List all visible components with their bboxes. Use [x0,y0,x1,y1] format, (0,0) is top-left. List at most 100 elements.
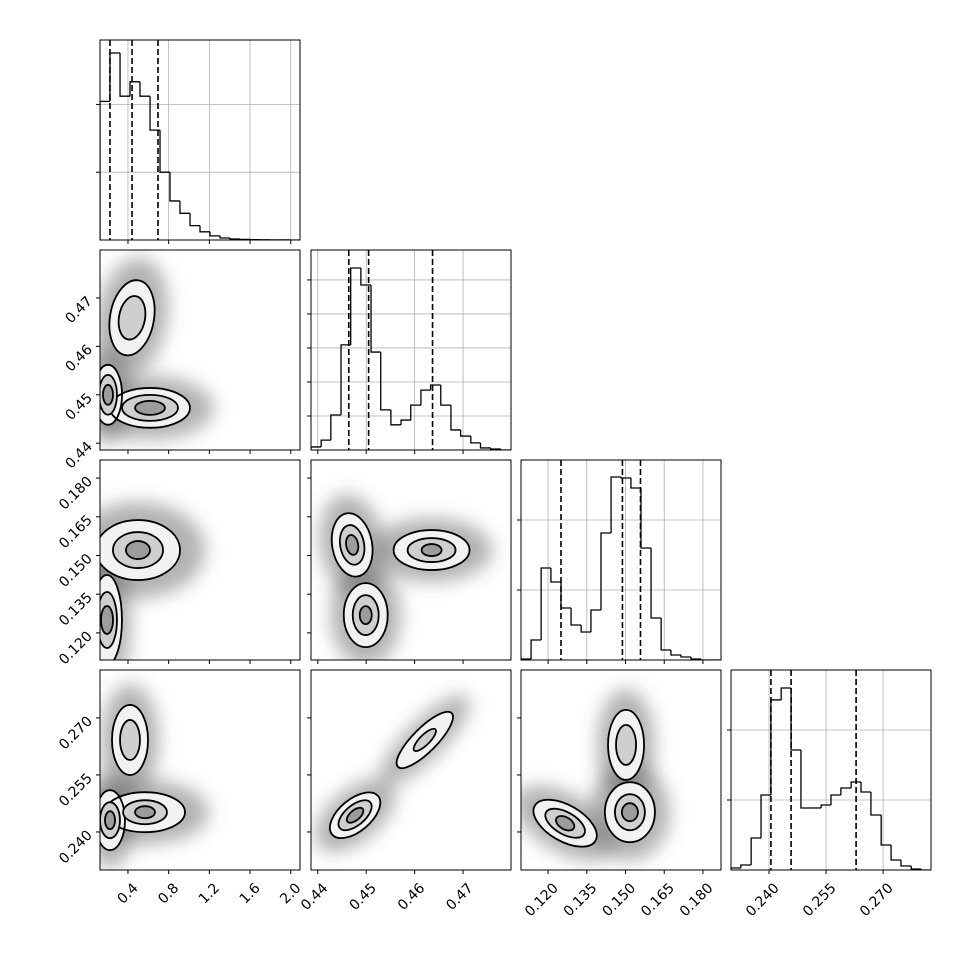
histogram-step [470,436,481,444]
contour-line [119,719,141,761]
histogram-step [521,658,532,660]
contour-line [100,373,118,416]
panel [100,502,206,660]
histogram-step [380,352,391,411]
histogram-step [490,447,501,450]
contour-line [351,594,380,636]
contour-fill [135,400,165,415]
contour-fill [421,544,442,557]
contour-line [134,399,166,416]
panel-frame [310,459,512,661]
contour-line [100,574,123,660]
histogram-step [630,477,641,489]
contour-line [420,543,443,557]
contour-fill [105,811,115,830]
histogram-step [459,429,471,437]
contour-line [338,524,366,566]
contour-line [100,591,118,649]
histogram-step [920,869,931,870]
panel-frame [99,39,301,241]
histogram-step [830,794,841,805]
histogram-step [850,781,862,789]
histogram-step [860,782,871,793]
histogram-step [540,567,551,640]
histogram-step [760,794,771,839]
histogram-step [780,687,792,700]
contour-fill [118,296,146,340]
histogram-step [440,385,451,406]
contour-line [117,295,147,341]
panel-frame [520,669,722,871]
histogram-step [900,859,912,867]
histogram-step [670,649,681,656]
histogram-step [910,866,922,870]
panel [319,494,493,660]
histogram-step [570,607,582,626]
histogram-step [159,130,170,173]
contour-line [122,799,168,826]
contour-line [607,708,645,781]
contour-line [358,605,373,626]
histogram-step [330,414,342,441]
histogram-step [400,419,411,425]
contour-line [329,791,382,839]
histogram-step [600,532,612,611]
contour-line [102,383,114,406]
histogram-step [189,213,200,227]
panel-frame [310,669,512,871]
contour-fill [103,384,113,405]
histogram-step [700,659,711,660]
contour-line [615,724,637,766]
histogram-step [590,609,601,632]
contour-line [100,605,114,635]
contour-line [125,540,151,560]
contour-line [330,512,374,578]
contour-fill [346,807,364,823]
panel-frame [730,669,932,871]
histogram-step [450,405,461,431]
histogram-step [209,231,221,237]
contour-fill [100,605,114,635]
histogram-step [840,787,852,796]
contour-line [406,537,457,563]
contour-line [395,710,454,770]
contour-line [100,519,181,581]
histogram-step [410,404,421,421]
panel-frame [99,249,301,451]
contour-fill [135,806,155,819]
contour-line [121,393,179,422]
contour-line [111,704,149,776]
contour-line [345,534,360,556]
histogram-step [119,53,131,97]
histogram-step [390,409,402,426]
contour-fill [359,606,372,625]
contour-line [112,531,164,569]
panel [731,670,931,870]
panel-frame [520,459,722,661]
contour-line [108,279,156,357]
panel [100,257,214,443]
contour-line [100,789,126,852]
histogram-step [740,864,752,868]
histogram-step [340,344,351,415]
histogram-step [870,792,882,816]
panel-frame [310,249,512,451]
histogram-step [320,439,331,447]
histogram-step [139,81,151,97]
contour-fill [345,534,359,555]
contour-fill [616,724,637,765]
histogram-step [580,624,591,633]
contour-fill [120,719,140,760]
histogram-step [660,617,671,651]
histogram-step [429,384,441,391]
histogram-step [690,656,702,660]
histogram-step [800,750,812,809]
contour-line [614,793,646,832]
histogram-step [880,814,892,846]
histogram-step [680,655,692,658]
panel [521,460,721,660]
histogram-step [500,448,511,450]
contour-fill [621,803,638,822]
histogram-step [420,389,431,406]
